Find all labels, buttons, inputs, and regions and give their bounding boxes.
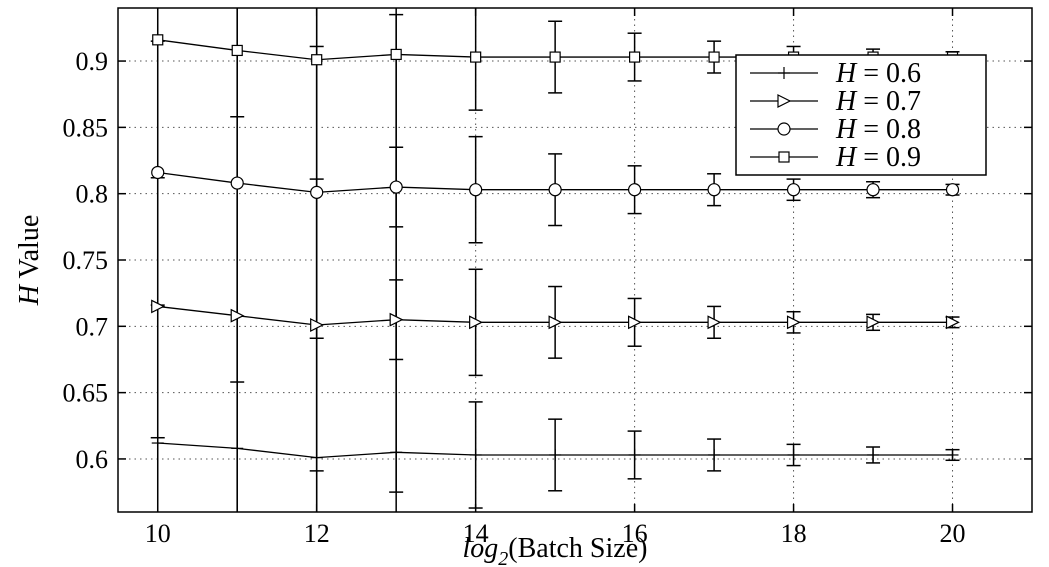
x-tick-label: 12 [304,519,330,548]
legend: H = 0.6H = 0.7H = 0.8H = 0.9 [735,54,987,176]
x-tick-label: 14 [463,519,489,548]
legend-label: H = 0.8 [835,114,921,145]
data-point-marker [946,448,959,461]
data-point-marker [152,34,164,46]
legend-marker [777,94,792,108]
data-point-marker [786,183,801,197]
data-point-marker [230,176,244,190]
legend-label-var: H [835,58,858,89]
y-tick-label: 0.85 [63,113,109,142]
data-point-marker [389,312,404,327]
y-axis-title-rest: Value [14,215,45,285]
error-bar [230,8,245,383]
y-tick-label: 0.7 [76,312,109,341]
data-point-marker [390,48,402,61]
data-point-marker [628,315,642,330]
legend-marker [778,67,790,79]
x-axis-title-subscript: 2 [498,548,508,567]
legend-label-rest: = 0.9 [856,142,921,173]
data-point-marker [786,315,801,330]
data-point-marker [151,165,165,180]
x-tick-label: 18 [781,519,807,548]
data-point-marker [867,448,880,461]
legend-label-rest: = 0.7 [856,86,921,117]
legend-label-var: H [835,86,858,117]
data-point-marker [230,308,245,323]
y-tick-label: 0.9 [76,47,109,76]
data-point-marker [707,183,721,197]
y-axis-title: H Value [14,215,45,306]
legend-label: H = 0.6 [835,58,921,89]
data-point-marker [629,51,641,63]
error-bar [150,8,165,306]
x-axis-title-rest: (Batch Size) [508,533,647,564]
data-point-marker [390,446,403,459]
x-tick-label: 10 [145,519,171,548]
legend-label-rest: = 0.6 [856,58,921,89]
data-point-marker [945,183,960,197]
data-point-marker [628,448,641,461]
legend-label: H = 0.9 [835,142,921,173]
data-point-marker [310,451,323,464]
data-point-marker [787,448,800,461]
y-tick-label: 0.8 [76,180,109,209]
data-point-marker [945,315,960,330]
x-tick-labels: 10 12 14 16 18 20 [145,519,966,548]
legend-label-var: H [835,114,858,145]
error-bar [389,8,404,228]
data-point-marker [628,183,642,197]
legend-box [735,54,987,176]
data-point-marker [707,315,722,330]
x-tick-label: 16 [622,519,648,548]
data-point-marker [469,448,482,461]
data-point-marker [310,318,325,332]
y-axis-title-var: H [14,283,45,306]
data-point-marker [231,442,244,455]
data-point-marker [151,437,164,450]
data-point-marker [310,185,324,199]
legend-item: H = 0.7 [750,86,921,117]
data-point-marker [549,51,561,63]
data-point-marker [866,183,880,197]
data-point-marker [708,51,720,63]
y-tick-label: 0.75 [63,246,109,275]
data-point-marker [708,448,721,461]
axis-ticks [118,8,1032,512]
x-tick-label: 20 [940,519,966,548]
data-point-marker [548,183,562,197]
data-point-marker [866,315,881,330]
data-point-marker [470,51,482,63]
legend-marker [777,122,791,136]
x-axis-title: log2(Batch Size) [463,533,648,567]
x-axis-title-base: log [463,533,499,564]
y-tick-label: 0.6 [76,445,109,474]
data-point-marker [549,448,562,461]
data-point-marker [231,44,243,57]
legend-item: H = 0.9 [750,142,921,173]
legend-item: H = 0.8 [750,114,921,145]
legend-label: H = 0.7 [835,86,921,117]
data-point-marker [151,299,166,314]
legend-label-var: H [835,142,858,173]
data-point-marker [389,180,403,194]
y-tick-labels: 0.6 0.65 0.7 0.75 0.8 0.85 0.9 [63,47,109,474]
y-tick-label: 0.65 [63,379,109,408]
legend-item: H = 0.6 [750,58,921,89]
data-point-marker [311,54,323,66]
data-point-marker [469,183,483,197]
legend-marker [778,151,790,163]
data-point-marker [469,315,483,330]
legend-label-rest: = 0.8 [856,114,921,145]
data-point-marker [548,315,563,330]
